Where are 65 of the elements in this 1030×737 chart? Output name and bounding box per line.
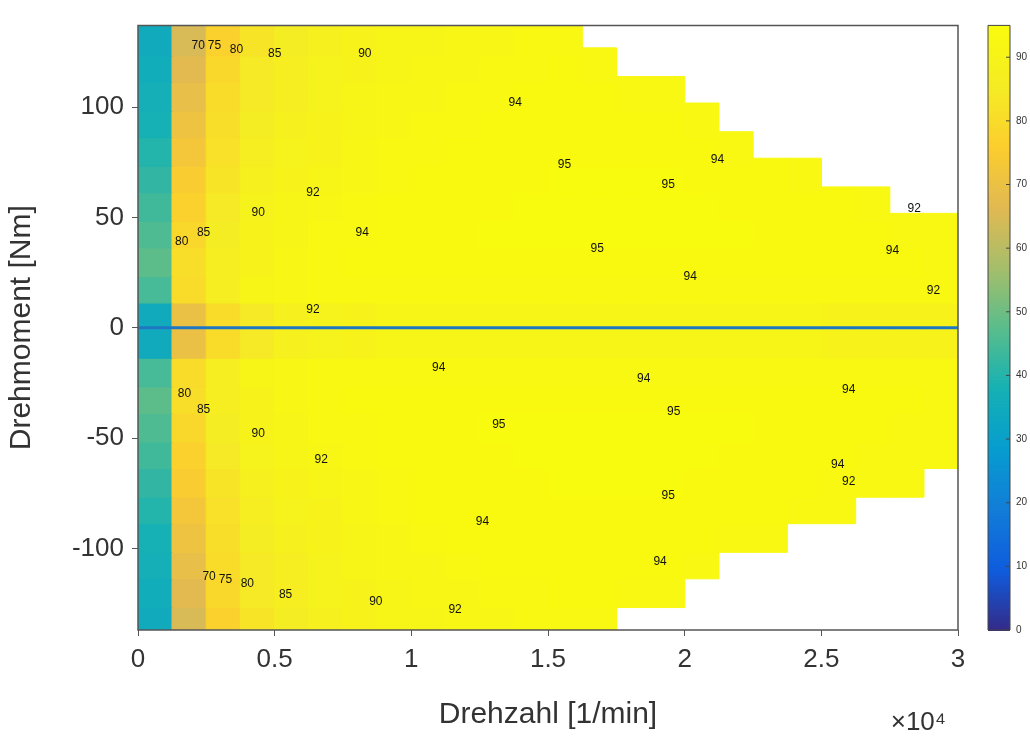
annotation: 94 [710, 152, 725, 167]
color-bar-label: 30 [1016, 432, 1028, 444]
annotation: 95 [667, 403, 681, 418]
x-tick-label: 1 [404, 642, 419, 673]
annotation: 80 [177, 386, 192, 401]
annotation: 95 [590, 240, 605, 255]
annotation: 94 [653, 553, 668, 568]
annotation: 94 [841, 381, 856, 396]
y-tick-label: 50 [95, 200, 124, 231]
annotation: 70 [191, 37, 206, 52]
annotation: 94 [683, 269, 698, 284]
x-tick-label: 0 [130, 642, 146, 673]
annotation: 75 [207, 37, 222, 52]
annotation: 95 [492, 417, 506, 432]
annotation: 92 [314, 452, 329, 467]
annotation: 92 [306, 185, 320, 200]
x-axis-title: Drehzahl [1/min] [438, 696, 658, 730]
annotation: 85 [196, 225, 211, 240]
color-bar-label: 20 [1016, 496, 1028, 508]
annotation: 80 [175, 233, 189, 248]
color-bar-label: 60 [1016, 241, 1028, 253]
color-bar-label: 80 [1016, 114, 1028, 126]
annotation: 92 [907, 200, 922, 215]
x-tick-label: 3 [950, 642, 966, 673]
annotation: 94 [355, 225, 370, 240]
color-bar-label: 0 [1016, 623, 1022, 635]
y-tick-label: 0 [109, 310, 124, 341]
annotation: 95 [557, 156, 572, 171]
y-tick-label: -50 [86, 421, 124, 452]
annotation: 95 [661, 487, 676, 502]
x-tick-label: 2 [677, 642, 692, 673]
color-bar-label: 10 [1016, 560, 1028, 572]
annotation: 95 [661, 176, 676, 191]
annotation: 85 [196, 401, 211, 416]
text: ×10⁴ [890, 706, 946, 736]
annotation: 85 [267, 46, 282, 61]
y-axis-title: Drehmoment [Nm] [3, 205, 37, 451]
annotation: 80 [229, 41, 244, 56]
annotation: 92 [926, 282, 941, 297]
annotation: 90 [251, 425, 266, 440]
annotation: 94 [885, 242, 900, 257]
annotation: 80 [240, 575, 255, 590]
color-bar-label: 50 [1016, 305, 1028, 317]
annotation: 94 [636, 370, 651, 385]
annotation: 90 [251, 205, 266, 220]
annotation: 92 [448, 602, 463, 617]
annotation: 92 [841, 474, 856, 489]
x-tick-label: 2.5 [803, 642, 840, 673]
annotation: 85 [278, 587, 293, 602]
y-tick-label: 100 [80, 90, 124, 121]
annotation: 94 [508, 94, 523, 109]
annotation: 94 [475, 514, 490, 529]
annotation: 90 [358, 46, 372, 61]
annotation: 94 [431, 359, 446, 374]
annotation: 90 [369, 593, 383, 608]
annotation: 70 [202, 569, 217, 584]
annotation: 94 [831, 456, 845, 471]
annotation: 75 [218, 571, 233, 586]
annotation: 92 [306, 302, 320, 317]
y-tick-label: -100 [71, 531, 124, 562]
x-tick-label: 0.5 [256, 642, 293, 673]
color-bar-label: 70 [1016, 178, 1028, 190]
x-tick-label: 1.5 [529, 642, 567, 673]
color-bar-label: 90 [1016, 50, 1028, 62]
color-bar-label: 40 [1016, 369, 1028, 381]
